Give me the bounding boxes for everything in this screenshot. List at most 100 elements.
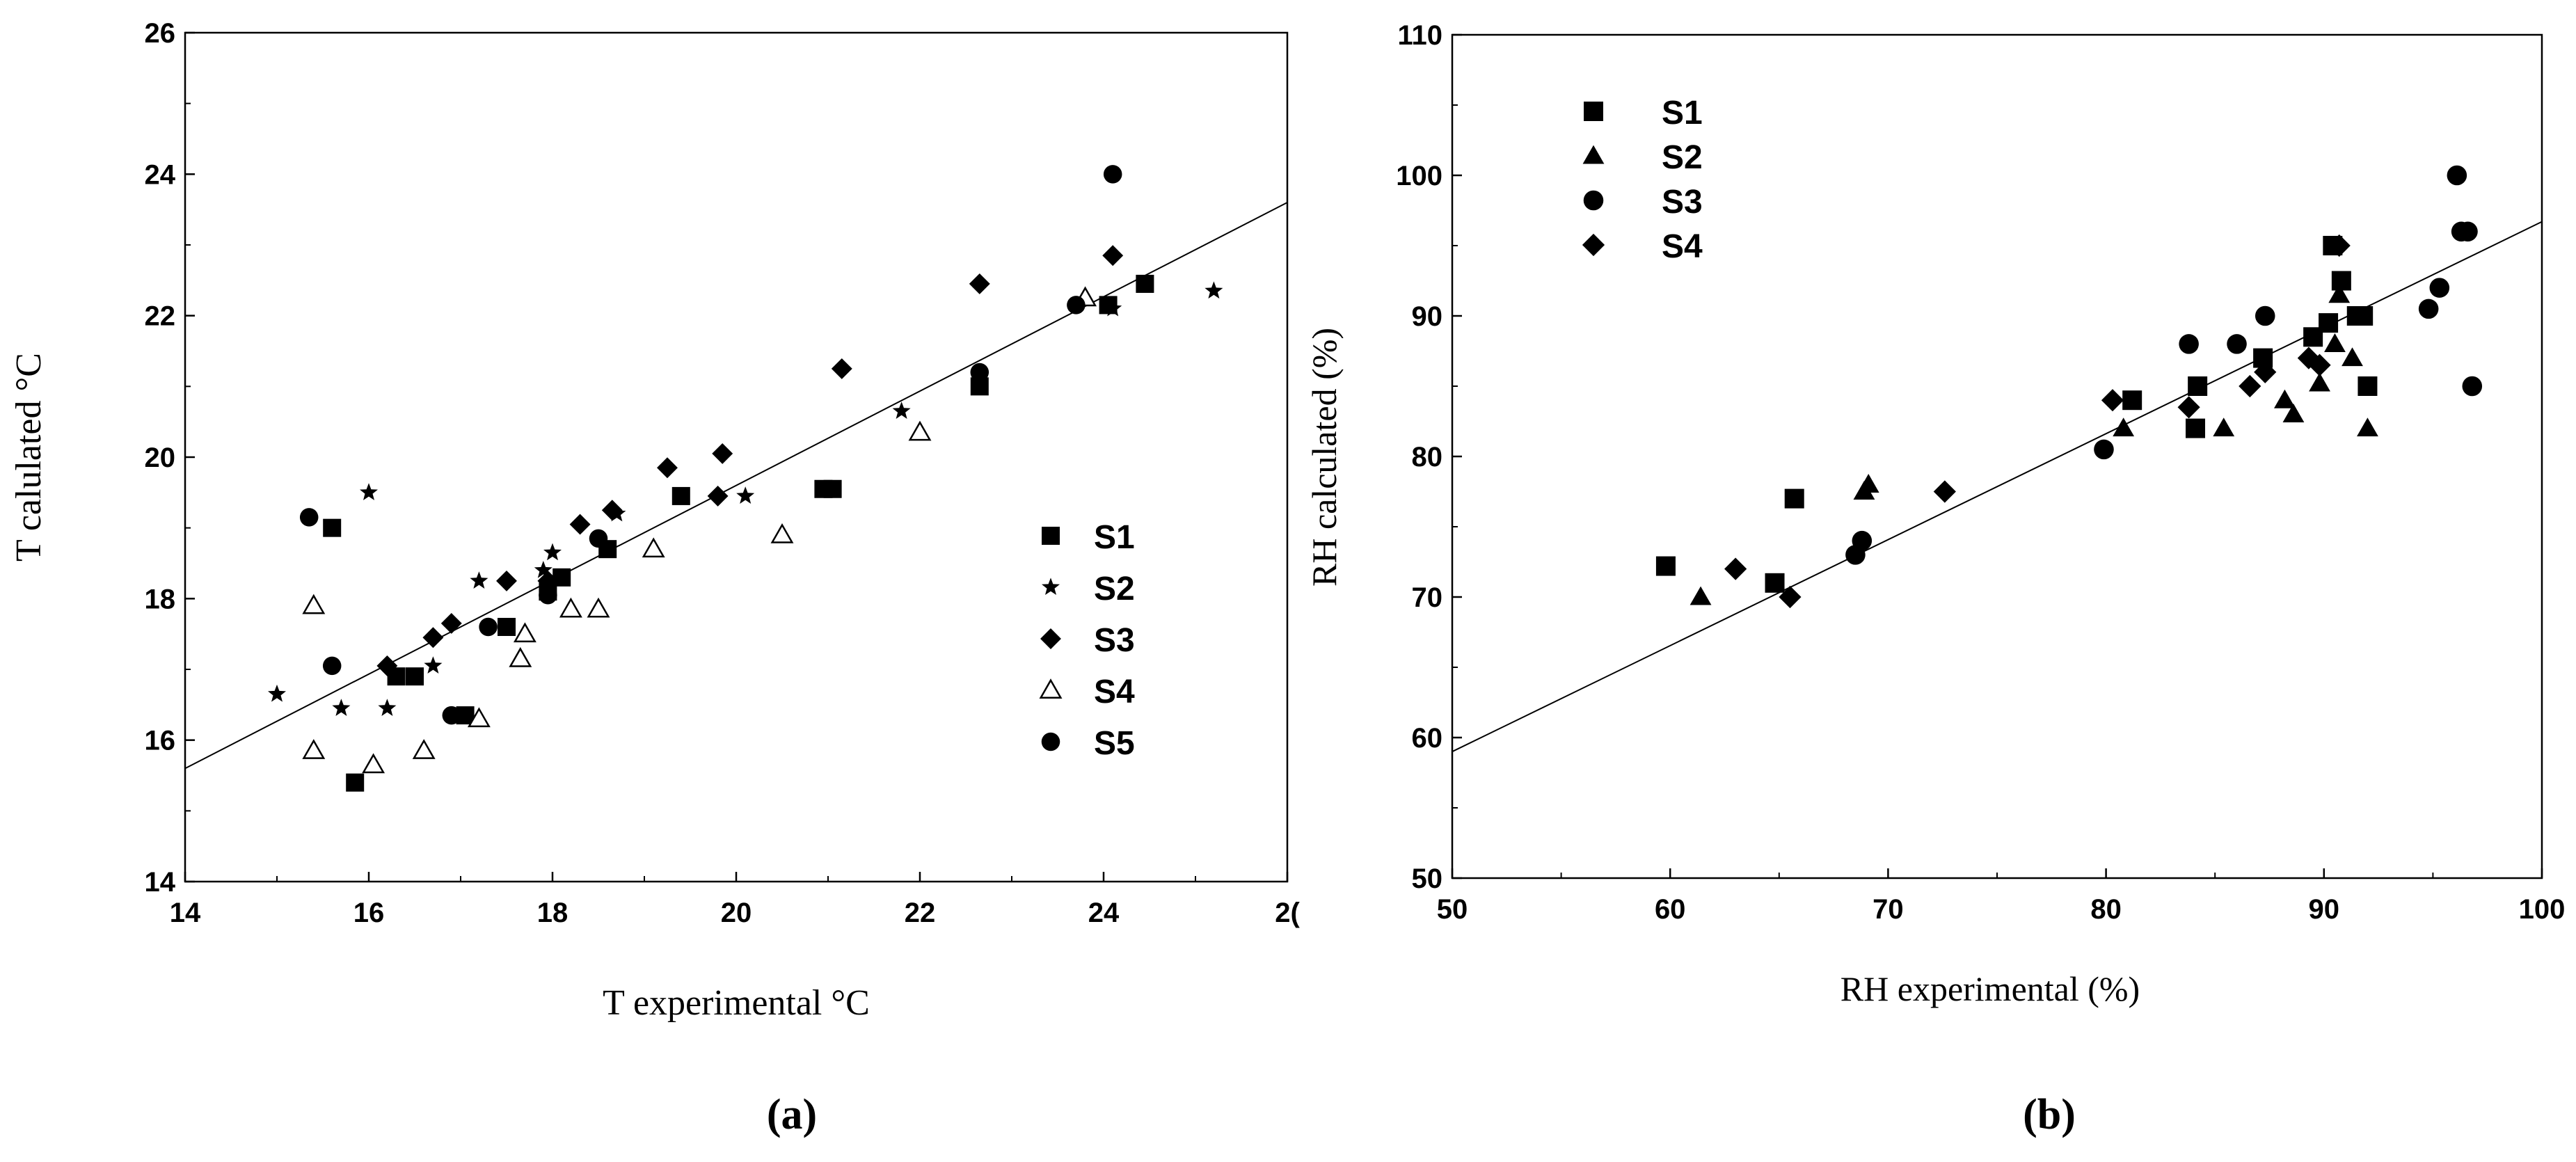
y-axis-ticks-b: 50 60 70 80 90 100 110 — [1396, 20, 1462, 894]
legend-marker-s3 — [1583, 190, 1604, 211]
data-point-s1 — [1136, 274, 1154, 293]
y-tick-label: 70 — [1412, 582, 1443, 613]
data-point-s2 — [2357, 417, 2378, 437]
legend-label-s1: S1 — [1094, 519, 1135, 556]
data-point-s2 — [1104, 299, 1122, 317]
data-point-s4 — [2254, 360, 2277, 383]
data-point-s4 — [2239, 374, 2261, 398]
data-point-s1 — [1655, 556, 1676, 576]
data-point-s4 — [2308, 353, 2331, 376]
data-point-s4 — [1724, 557, 1747, 580]
data-point-s2 — [534, 561, 552, 578]
data-point-s1 — [2319, 313, 2339, 333]
data-point-s4 — [559, 597, 582, 618]
data-point-s2 — [543, 543, 562, 561]
data-point-s1 — [671, 486, 690, 505]
data-point-s4 — [908, 420, 932, 441]
data-point-s2 — [2274, 389, 2296, 408]
data-point-s3 — [712, 443, 733, 464]
y-tick-label: 14 — [145, 867, 176, 898]
data-point-s3 — [422, 627, 444, 648]
data-point-s4 — [362, 753, 385, 774]
data-point-s3 — [2429, 278, 2450, 298]
data-point-s4 — [513, 622, 536, 643]
data-point-s5 — [442, 706, 461, 725]
x-tick-label: 2( — [1275, 898, 1300, 928]
panel-label-b: (b) — [2023, 1091, 2076, 1138]
data-point-s5 — [1103, 165, 1122, 184]
data-point-s1 — [498, 618, 516, 636]
data-point-s2 — [332, 699, 351, 716]
legend-a: S1 S2 S3 S4 S5 — [1039, 519, 1135, 762]
data-point-s2 — [892, 401, 911, 419]
legend-label-s3: S3 — [1662, 184, 1703, 221]
data-point-s2 — [2342, 347, 2363, 367]
y-tick-label: 110 — [1397, 20, 1442, 51]
y-tick-label: 16 — [145, 726, 176, 756]
data-point-s3 — [2094, 439, 2114, 460]
data-point-s1 — [2188, 376, 2208, 396]
x-tick-label: 60 — [1655, 894, 1686, 925]
y-tick-label: 100 — [1396, 161, 1442, 191]
data-point-s3 — [376, 655, 398, 676]
y-tick-label: 60 — [1412, 723, 1443, 754]
data-point-s3 — [1852, 530, 1873, 551]
x-tick-label: 90 — [2309, 894, 2340, 925]
y-tick-label: 24 — [145, 159, 176, 190]
data-point-s1 — [2331, 271, 2351, 291]
data-point-s1 — [2122, 390, 2142, 411]
data-point-s5 — [322, 656, 342, 676]
x-tick-label: 80 — [2090, 894, 2122, 925]
data-point-s4 — [2177, 396, 2200, 419]
legend-marker-s4 — [1039, 678, 1063, 699]
data-point-s2 — [2324, 333, 2346, 352]
data-point-s4 — [302, 594, 326, 614]
legend-label-s2: S2 — [1094, 571, 1135, 607]
data-point-s2 — [2282, 404, 2305, 422]
panel-label-a: (a) — [767, 1091, 817, 1138]
data-point-s4 — [509, 646, 532, 667]
legend-label-s4: S4 — [1094, 674, 1135, 710]
legend-marker-s1 — [1042, 527, 1060, 545]
data-point-s3 — [2462, 376, 2483, 397]
data-point-s5 — [970, 363, 989, 382]
x-tick-label: 20 — [721, 898, 752, 928]
x-tick-label: 70 — [1873, 894, 1904, 925]
y-axis-title-b: RH calculated (%) — [1305, 328, 1344, 587]
data-point-s3 — [2458, 221, 2478, 242]
data-point-s3 — [1102, 245, 1124, 266]
fit-line-b-path — [1452, 221, 2543, 753]
legend-marker-s2 — [1582, 145, 1605, 164]
x-axis-ticks-a: 14 16 18 20 22 24 2( — [170, 872, 1300, 928]
data-point-s5 — [589, 529, 608, 548]
legend-b: S1 S2 S3 S4 — [1582, 95, 1703, 265]
data-point-s2 — [470, 571, 488, 589]
data-point-s2 — [1857, 474, 1879, 493]
y-tick-label: 18 — [145, 584, 176, 614]
data-point-s1 — [323, 518, 342, 537]
legend-label-s1: S1 — [1662, 95, 1703, 132]
y-tick-label: 22 — [145, 301, 176, 332]
x-axis-title-b: RH experimental (%) — [1840, 969, 2140, 1008]
x-tick-label: 50 — [1437, 894, 1468, 925]
data-point-s3 — [537, 570, 559, 591]
y-tick-label: 80 — [1412, 442, 1443, 472]
x-tick-label: 16 — [353, 898, 385, 928]
x-axis-title-a: T experimental °C — [603, 983, 870, 1023]
data-points-b — [1655, 165, 2483, 609]
x-tick-label: 14 — [170, 898, 201, 928]
data-point-s5 — [479, 617, 498, 637]
chart-panel-a: 14 16 18 20 22 24 2( 14 16 18 20 22 24 26 S1 S2 S3 S4 S5… — [9, 18, 1300, 1138]
data-point-s2 — [736, 486, 755, 504]
data-point-s4 — [302, 739, 326, 759]
legend-label-s4: S4 — [1662, 228, 1703, 265]
data-point-s4 — [2328, 234, 2351, 257]
y-tick-label: 26 — [145, 18, 176, 49]
data-point-s2 — [2113, 417, 2135, 437]
data-point-s2 — [1689, 586, 1712, 605]
y-tick-label: 20 — [145, 443, 176, 473]
data-point-s4 — [1779, 585, 1802, 609]
data-points-a — [268, 165, 1223, 792]
data-point-s3 — [707, 485, 729, 507]
